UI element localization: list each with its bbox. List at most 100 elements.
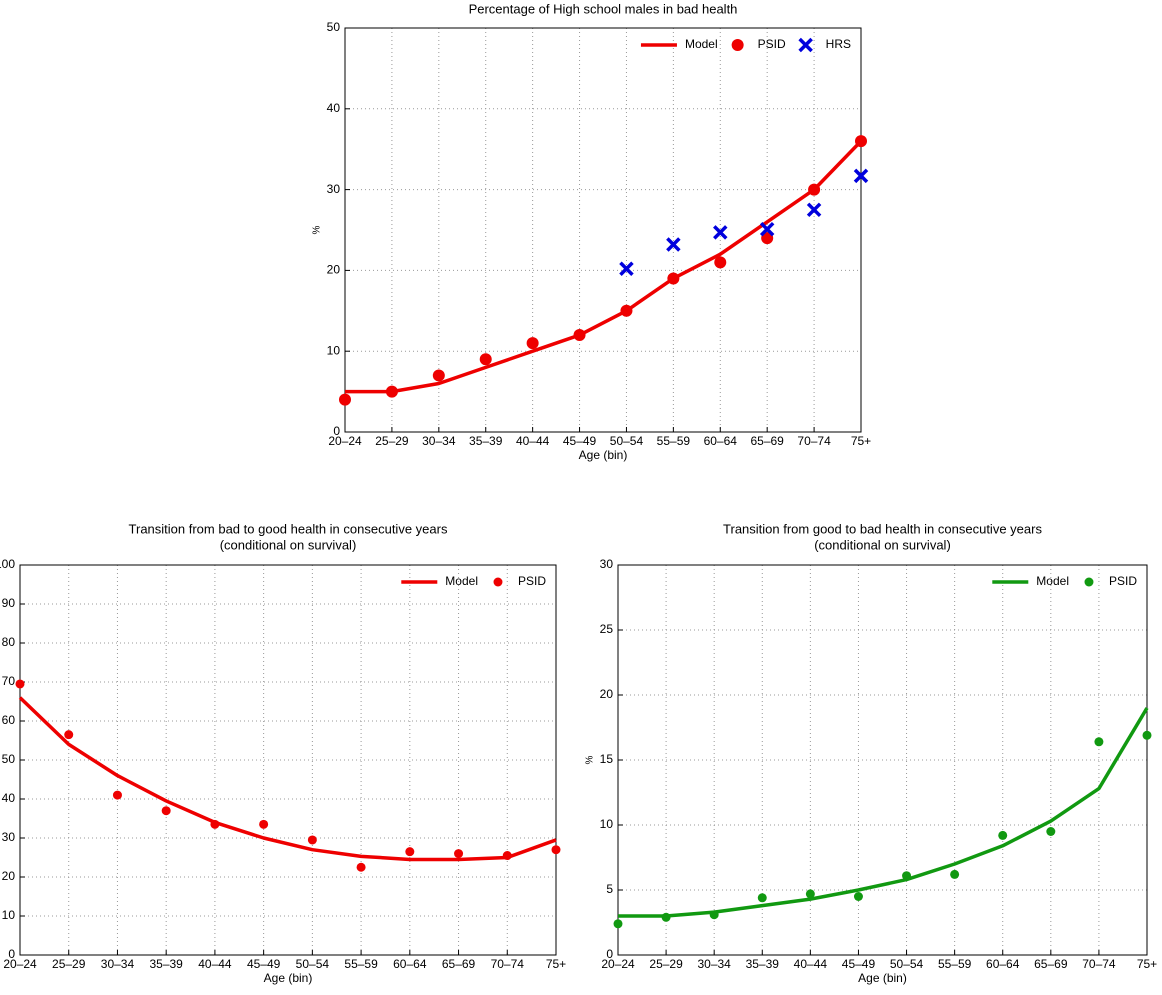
y-tick-label: 70 [2,674,16,688]
x-tick-label: 65–69 [750,434,784,448]
marker [385,385,398,398]
marker [356,862,366,872]
x-tick-label: 25–29 [52,957,86,971]
marker [805,889,815,899]
chart-subtitle: (conditional on survival) [814,537,951,552]
legend-label: Model [1036,574,1069,588]
marker [667,272,680,285]
y-tick-label: 40 [327,101,341,115]
marker [502,851,512,861]
x-tick-label: 75+ [1137,957,1157,971]
x-tick-label: 50–54 [296,957,330,971]
x-tick-label: 30–34 [101,957,135,971]
x-tick-label: 70–74 [1082,957,1116,971]
x-tick-label: 55–59 [344,957,378,971]
marker [1142,730,1152,740]
plot-frame [19,564,557,956]
y-axis-label: % [312,225,323,234]
marker [714,256,727,269]
x-tick-label: 25–29 [649,957,683,971]
marker [405,847,415,857]
x-tick-label: 75+ [546,957,566,971]
x-tick-label: 70–74 [797,434,831,448]
chart-title: Percentage of High school males in bad h… [469,1,738,16]
chart-subtitle: (conditional on survival) [220,537,357,552]
y-tick-label: 0 [333,424,340,438]
y-tick-label: 40 [2,791,16,805]
x-tick-label: 20–24 [3,957,37,971]
model-line [345,139,863,394]
x-tick-label: 30–34 [697,957,731,971]
marker [161,806,171,816]
legend-symbol [1084,577,1094,587]
x-tick-label: 20–24 [601,957,635,971]
marker [853,892,863,901]
marker [950,869,960,879]
legend-label: Model [685,37,718,51]
y-tick-label: 30 [600,557,614,571]
marker [666,237,681,252]
marker [64,730,74,740]
x-tick-label: 45–49 [563,434,597,448]
x-tick-label: 35–39 [746,957,780,971]
x-tick-label: 35–39 [149,957,183,971]
model-line [18,696,557,862]
x-tick-label: 20–24 [328,434,362,448]
marker [661,912,671,922]
y-axis-label: % [585,755,596,764]
plot-frame [344,27,862,433]
y-tick-label: 25 [600,622,614,636]
y-tick-label: 60 [2,713,16,727]
x-tick-label: 25–29 [375,434,409,448]
x-tick-label: 40–44 [516,434,550,448]
x-tick-label: 55–59 [657,434,691,448]
y-tick-label: 0 [606,947,613,961]
y-tick-label: 0 [8,947,15,961]
marker [112,790,122,800]
x-tick-label: 65–69 [1034,957,1068,971]
y-tick-label: 80 [2,635,16,649]
chart-title: Transition from good to bad health in co… [723,521,1042,536]
y-tick-label: 100 [0,557,15,571]
marker [709,910,719,920]
marker [619,261,634,277]
marker [713,225,728,240]
y-tick-label: 20 [327,263,341,277]
legend-symbol [798,37,813,53]
marker [902,871,912,881]
x-tick-label: 50–54 [610,434,644,448]
x-tick-label: 60–64 [986,957,1020,971]
marker [551,845,561,855]
marker [15,679,25,689]
plot-frame [617,564,1148,956]
marker [757,893,767,903]
marker [339,393,351,406]
chart-title: Transition from bad to good health in co… [129,521,448,536]
marker [1094,737,1104,747]
marker [761,232,774,245]
y-tick-label: 50 [327,20,341,34]
marker [479,353,492,366]
legend-label: Model [445,574,478,588]
marker [613,919,623,929]
y-tick-label: 50 [2,752,16,766]
marker [307,835,317,845]
x-tick-label: 40–44 [198,957,232,971]
marker [1046,827,1056,836]
x-tick-label: 70–74 [491,957,525,971]
y-tick-label: 30 [2,830,16,844]
legend-label: HRS [826,37,851,51]
marker [759,221,775,237]
y-tick-label: 10 [327,343,341,357]
y-tick-label: 10 [600,817,614,831]
marker [432,369,445,382]
marker [998,830,1008,840]
legend-label: PSID [1109,574,1137,588]
marker [573,329,586,342]
y-tick-label: 20 [2,869,16,883]
x-tick-label: 65–69 [442,957,476,971]
x-axis-label: Age (bin) [264,971,313,985]
legend-symbol [493,577,503,587]
y-tick-label: 10 [2,908,16,922]
y-tick-label: 20 [600,687,614,701]
